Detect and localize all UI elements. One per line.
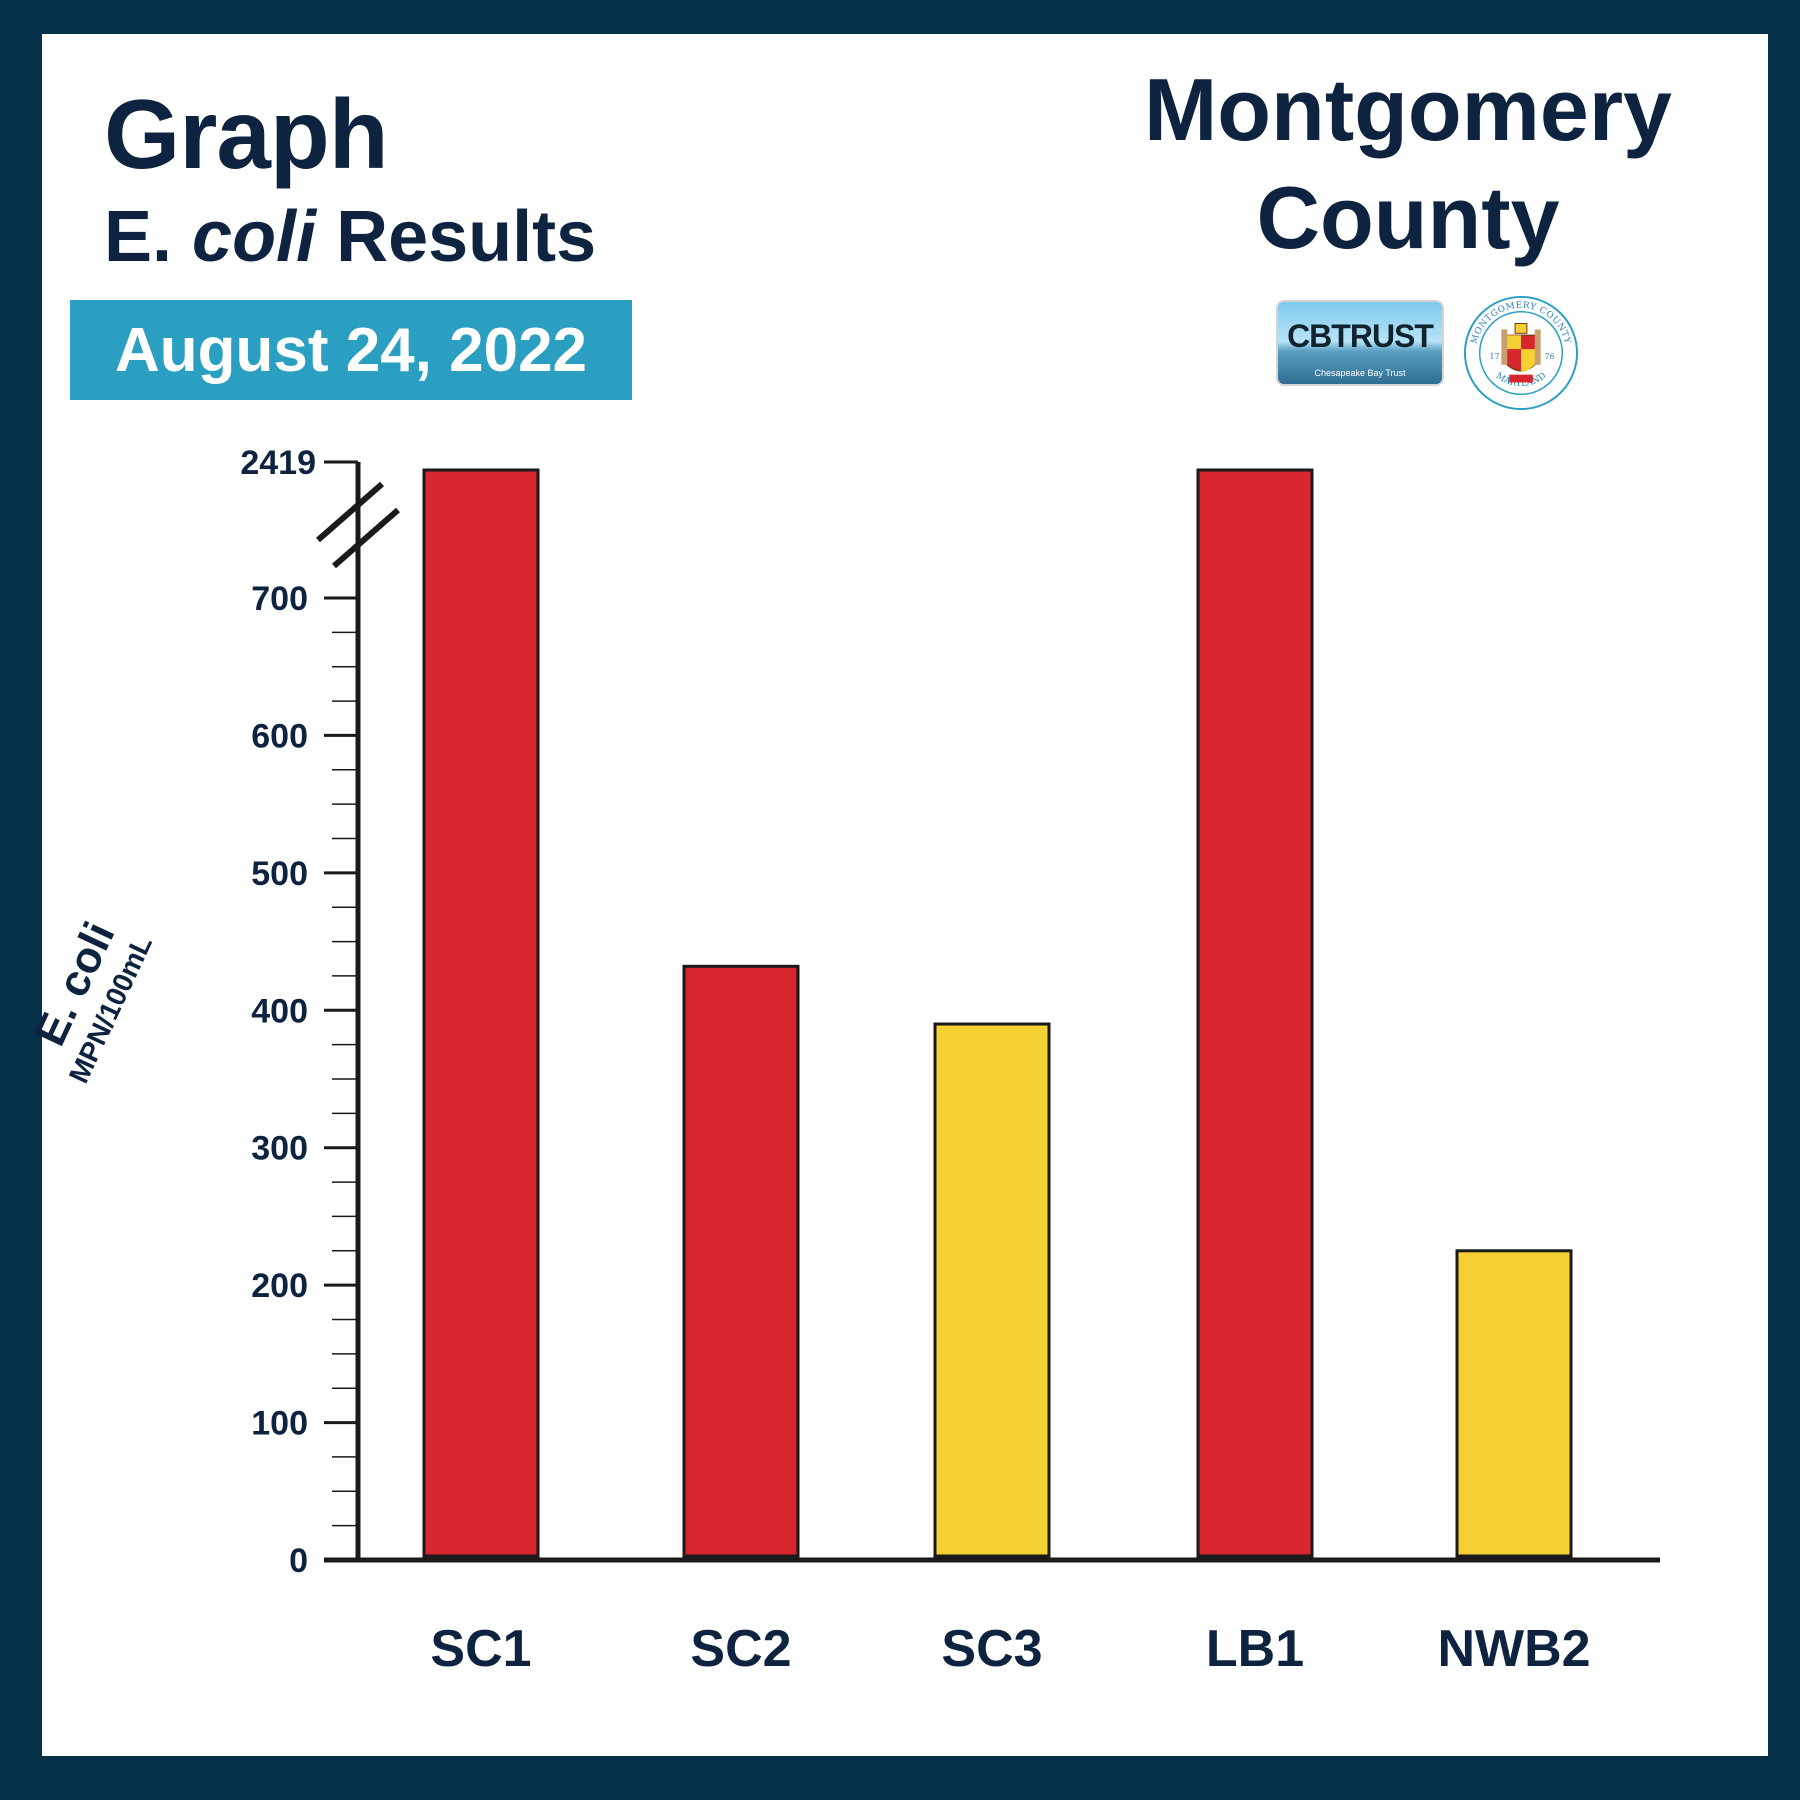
y-axis-title: E. coli MPN/100mL bbox=[25, 915, 158, 1088]
bar-sc1 bbox=[422, 468, 540, 1558]
bar-sc2 bbox=[682, 964, 800, 1558]
cbtrust-logo-text: CBTRUST bbox=[1287, 318, 1434, 354]
cbtrust-logo-tagline: Chesapeake Bay Trust bbox=[1314, 368, 1406, 378]
y-tick-label: 600 bbox=[251, 717, 308, 755]
bar-sc3 bbox=[933, 1022, 1051, 1558]
y-tick-label: 500 bbox=[251, 855, 308, 893]
bars bbox=[422, 468, 1573, 1558]
y-tick-label: 400 bbox=[251, 992, 308, 1030]
bar-lb1 bbox=[1196, 468, 1314, 1558]
org-name-line1: Montgomery bbox=[1144, 60, 1672, 159]
page-subtitle: E. coli Results bbox=[104, 197, 597, 277]
x-tick-label-sc2: SC2 bbox=[690, 1620, 791, 1678]
y-tick-label: 300 bbox=[251, 1130, 308, 1168]
axis-break-mark bbox=[332, 507, 400, 569]
x-tick-label-nwb2: NWB2 bbox=[1437, 1620, 1590, 1678]
y-break-top-label: 2419 bbox=[240, 444, 316, 482]
y-tick-label: 700 bbox=[251, 580, 308, 618]
y-axis: 0 100 200 300 400 500 600 700 2419 bbox=[240, 444, 400, 1580]
org-name-line2: County bbox=[1256, 168, 1560, 267]
x-axis: SC1 SC2 SC3 LB1 NWB2 bbox=[324, 1557, 1660, 1678]
county-seal-logo: MONTGOMERY COUNTY MARYLAND 17 76 bbox=[1463, 295, 1579, 411]
x-tick-label-sc1: SC1 bbox=[430, 1620, 531, 1678]
page-title: Graph bbox=[104, 79, 389, 189]
date-badge: August 24, 2022 bbox=[70, 300, 632, 400]
x-tick-label-lb1: LB1 bbox=[1206, 1620, 1304, 1678]
cbtrust-logo: CBTRUST Chesapeake Bay Trust bbox=[1276, 300, 1444, 386]
axis-break-mark bbox=[316, 481, 384, 543]
y-tick-label: 100 bbox=[251, 1405, 308, 1443]
y-tick-label: 0 bbox=[289, 1542, 308, 1580]
bar-nwb2 bbox=[1455, 1249, 1573, 1558]
seal-year-left: 17 bbox=[1490, 352, 1500, 361]
org-name: Montgomery County bbox=[1098, 56, 1718, 272]
x-tick-label-sc3: SC3 bbox=[941, 1620, 1042, 1678]
seal-year-right: 76 bbox=[1545, 352, 1555, 361]
y-tick-label: 200 bbox=[251, 1267, 308, 1305]
